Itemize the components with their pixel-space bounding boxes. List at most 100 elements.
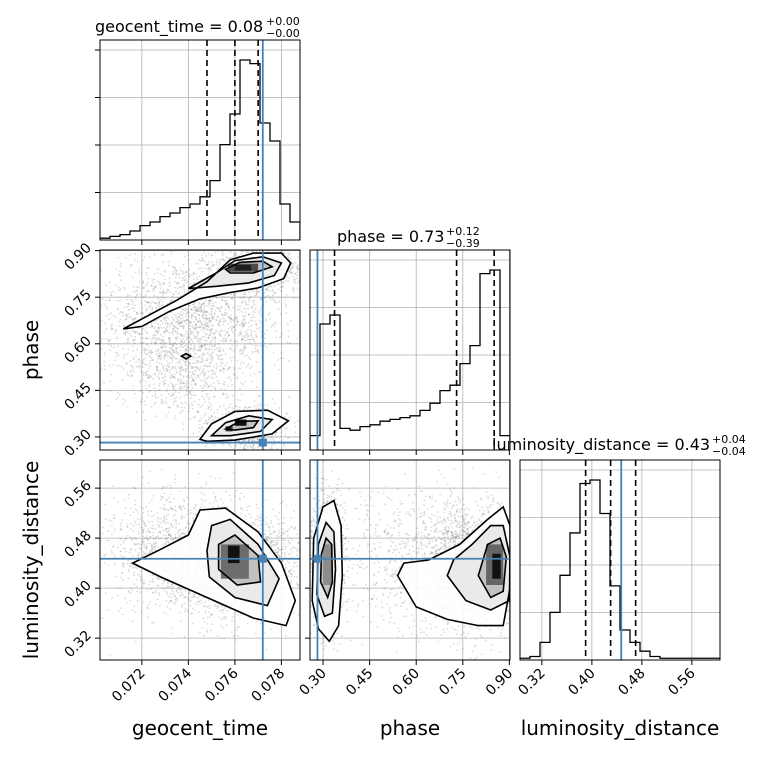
sample-point <box>282 443 285 446</box>
sample-point <box>184 367 187 370</box>
sample-point <box>297 420 299 422</box>
sample-point <box>215 353 218 356</box>
sample-point <box>179 373 182 375</box>
sample-point <box>173 280 176 283</box>
sample-point <box>192 330 195 333</box>
sample-point <box>141 332 144 335</box>
sample-point <box>308 267 310 269</box>
panel-frame <box>99 249 301 451</box>
sample-point <box>277 539 280 542</box>
sample-point <box>153 273 156 276</box>
sample-point <box>183 290 186 293</box>
sample-point <box>137 359 140 361</box>
sample-point <box>155 339 157 342</box>
sample-point <box>279 286 282 288</box>
sample-point <box>160 363 163 365</box>
sample-point <box>243 495 246 498</box>
sample-point <box>241 296 244 298</box>
sample-point <box>242 319 244 321</box>
sample-point <box>123 332 125 334</box>
sample-point <box>242 323 245 325</box>
sample-point <box>180 343 183 346</box>
sample-point <box>182 263 185 266</box>
sample-point <box>296 274 298 277</box>
sample-point <box>208 402 211 404</box>
sample-point <box>243 335 246 338</box>
sample-point <box>175 509 178 512</box>
sample-point <box>353 569 355 571</box>
sample-point <box>253 246 255 248</box>
sample-point <box>203 344 205 347</box>
sample-point <box>207 268 209 270</box>
sample-point <box>293 421 296 424</box>
sample-point <box>251 365 253 368</box>
sample-point <box>119 318 122 321</box>
sample-point <box>280 351 283 354</box>
sample-point <box>181 593 183 596</box>
sample-point <box>146 337 149 340</box>
sample-point <box>145 371 148 373</box>
sample-point <box>231 327 234 330</box>
sample-point <box>176 371 179 374</box>
sample-point <box>168 366 171 369</box>
sample-point <box>204 310 207 313</box>
sample-point <box>178 321 181 323</box>
sample-point <box>208 317 211 319</box>
sample-point <box>188 349 191 352</box>
sample-point <box>244 334 247 336</box>
sample-point <box>112 314 115 317</box>
sample-point <box>126 329 129 331</box>
sample-point <box>146 331 149 334</box>
sample-point <box>189 361 191 364</box>
sample-point <box>197 403 200 406</box>
sample-point <box>165 415 168 417</box>
sample-point <box>165 329 168 332</box>
sample-point <box>246 251 249 254</box>
sample-point <box>258 407 261 410</box>
sample-point <box>197 307 199 310</box>
sample-point <box>160 346 163 349</box>
panel-frame <box>99 39 301 241</box>
sample-point <box>235 254 238 257</box>
sample-point <box>227 305 230 308</box>
sample-point <box>152 301 155 303</box>
sample-point <box>190 348 193 351</box>
sample-point <box>133 392 136 395</box>
sample-point <box>145 326 148 329</box>
sample-point <box>255 250 258 253</box>
sample-point <box>248 312 251 315</box>
sample-point <box>151 351 154 354</box>
sample-point <box>195 276 198 279</box>
sample-point <box>245 336 248 338</box>
sample-point <box>118 270 121 273</box>
sample-point <box>177 281 180 284</box>
sample-point <box>214 389 217 392</box>
sample-point <box>208 406 211 409</box>
sample-point <box>258 530 261 533</box>
sample-point <box>205 380 208 383</box>
sample-point <box>238 351 241 353</box>
sample-point <box>203 312 206 315</box>
sample-point <box>140 371 143 373</box>
sample-point <box>200 310 203 312</box>
sample-point <box>162 293 164 296</box>
sample-point <box>143 419 146 422</box>
sample-point <box>172 384 174 387</box>
sample-point <box>263 291 266 294</box>
sample-point <box>39 283 41 285</box>
sample-point <box>293 288 296 291</box>
sample-point <box>189 362 192 365</box>
sample-point <box>256 349 259 352</box>
sample-point <box>143 286 145 289</box>
sample-point <box>210 340 212 342</box>
sample-point <box>183 340 186 342</box>
sample-point <box>214 343 217 346</box>
sample-point <box>185 350 188 352</box>
sample-point <box>141 342 144 345</box>
sample-point <box>193 380 196 383</box>
sample-point <box>225 339 228 342</box>
sample-point <box>207 398 210 401</box>
sample-point <box>250 338 252 341</box>
sample-point <box>258 395 260 398</box>
sample-point <box>168 407 171 409</box>
